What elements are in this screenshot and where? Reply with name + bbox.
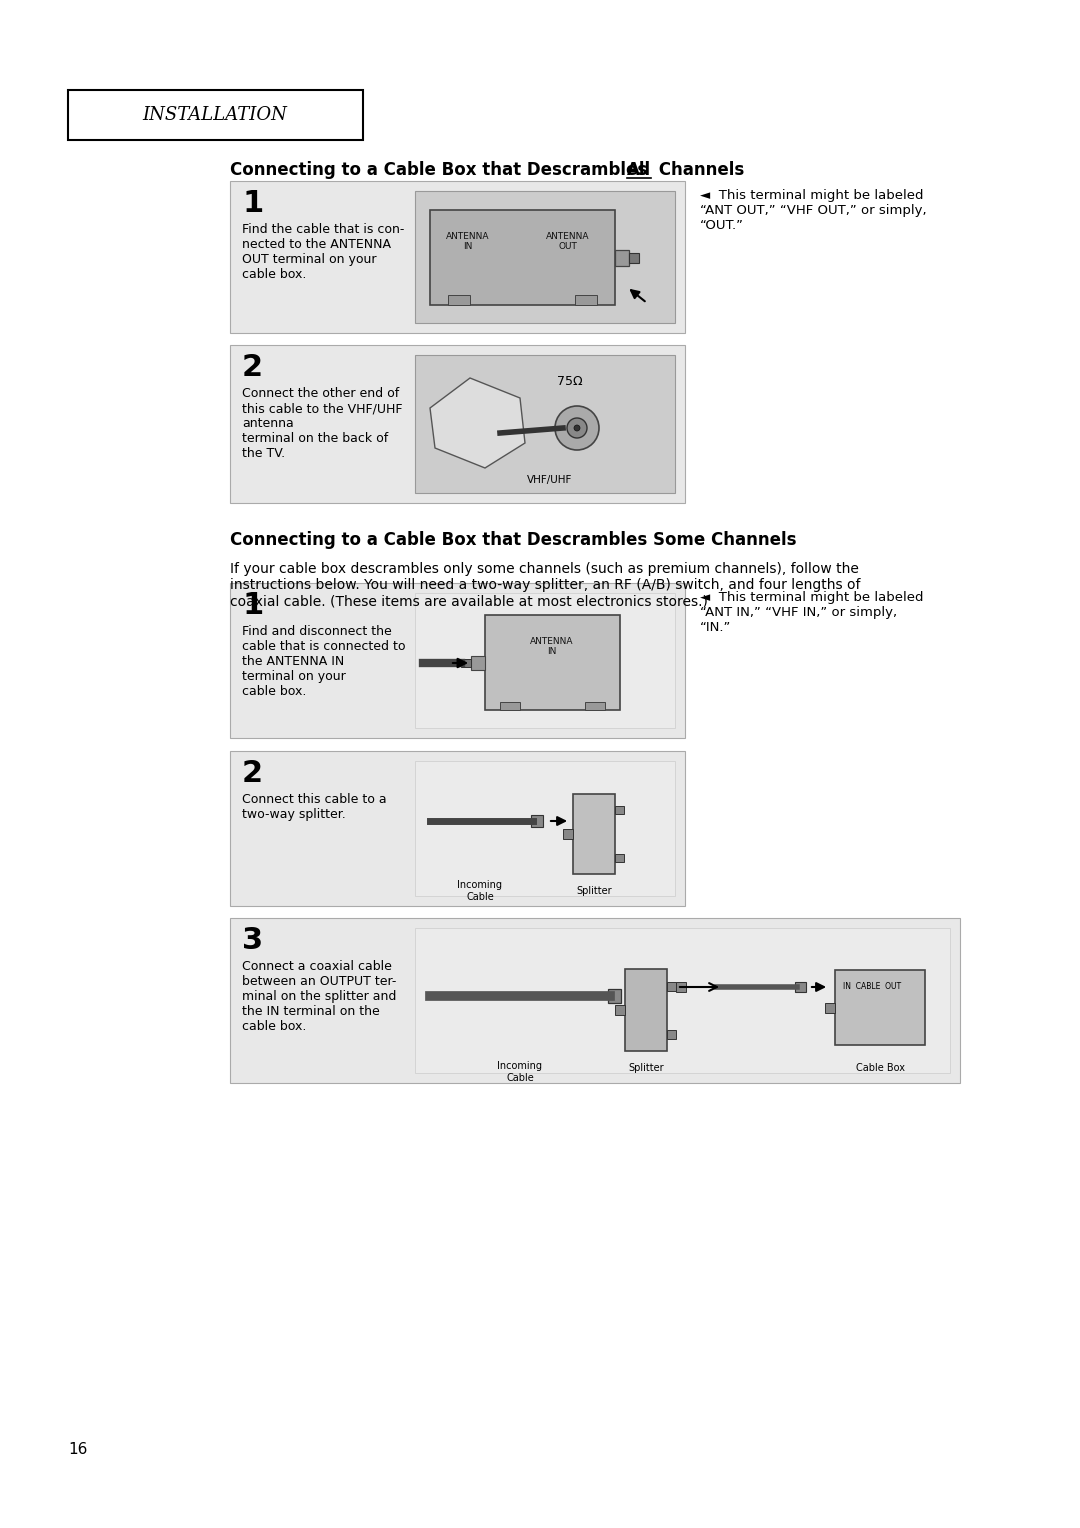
Text: If your cable box descrambles only some channels (such as premium channels), fol: If your cable box descrambles only some … xyxy=(230,562,861,608)
Text: 2: 2 xyxy=(242,353,264,382)
Bar xyxy=(615,1005,625,1015)
Text: Channels: Channels xyxy=(653,160,744,179)
Bar xyxy=(430,209,615,306)
Bar xyxy=(415,593,675,727)
Bar xyxy=(667,1030,676,1039)
Bar xyxy=(230,345,685,503)
Bar xyxy=(795,983,806,992)
Bar xyxy=(615,251,629,266)
Text: ◄  This terminal might be labeled
“ANT IN,” “VHF IN,” or simply,
“IN.”: ◄ This terminal might be labeled “ANT IN… xyxy=(700,591,923,634)
Bar xyxy=(585,701,605,711)
Bar xyxy=(415,927,950,1073)
Text: Splitter: Splitter xyxy=(629,1063,664,1073)
Bar xyxy=(575,295,597,306)
Bar xyxy=(461,659,471,668)
Text: All: All xyxy=(627,160,651,179)
Text: Incoming
Cable: Incoming Cable xyxy=(458,880,502,902)
Text: Splitter: Splitter xyxy=(577,886,611,895)
Circle shape xyxy=(555,406,599,451)
Bar xyxy=(230,180,685,333)
Text: Connect the other end of
this cable to the VHF/UHF
antenna
terminal on the back : Connect the other end of this cable to t… xyxy=(242,387,403,460)
Text: IN  CABLE  OUT: IN CABLE OUT xyxy=(843,983,901,992)
Circle shape xyxy=(567,419,588,439)
Bar xyxy=(615,805,624,814)
Text: 1: 1 xyxy=(242,189,264,219)
Bar xyxy=(230,918,960,1083)
Text: 3: 3 xyxy=(242,926,264,955)
Bar xyxy=(471,656,485,669)
Text: ANTENNA
OUT: ANTENNA OUT xyxy=(546,232,590,252)
Text: Cable Box: Cable Box xyxy=(855,1063,905,1073)
Text: Connecting to a Cable Box that Descrambles: Connecting to a Cable Box that Descrambl… xyxy=(230,160,653,179)
Text: Connecting to a Cable Box that Descrambles Some Channels: Connecting to a Cable Box that Descrambl… xyxy=(230,532,797,549)
Bar xyxy=(230,584,685,738)
Bar xyxy=(629,254,639,263)
Text: ◄  This terminal might be labeled
“ANT OUT,” “VHF OUT,” or simply,
“OUT.”: ◄ This terminal might be labeled “ANT OU… xyxy=(700,189,927,232)
Bar xyxy=(448,295,470,306)
Text: Find the cable that is con-
nected to the ANTENNA
OUT terminal on your
cable box: Find the cable that is con- nected to th… xyxy=(242,223,404,281)
Text: Incoming
Cable: Incoming Cable xyxy=(498,1060,542,1083)
Bar xyxy=(68,90,363,141)
Bar xyxy=(415,354,675,494)
Text: Find and disconnect the
cable that is connected to
the ANTENNA IN
terminal on yo: Find and disconnect the cable that is co… xyxy=(242,625,405,698)
Text: 16: 16 xyxy=(68,1442,87,1458)
Text: Connect this cable to a
two-way splitter.: Connect this cable to a two-way splitter… xyxy=(242,793,387,821)
Bar xyxy=(230,750,685,906)
Bar xyxy=(608,989,621,1002)
Circle shape xyxy=(573,425,580,431)
Bar xyxy=(415,191,675,322)
Bar xyxy=(573,795,615,874)
Bar xyxy=(563,830,573,839)
Text: Connect a coaxial cable
between an OUTPUT ter-
minal on the splitter and
the IN : Connect a coaxial cable between an OUTPU… xyxy=(242,960,396,1033)
Bar xyxy=(676,983,686,992)
Bar xyxy=(667,983,676,992)
Bar xyxy=(485,614,620,711)
Bar xyxy=(615,854,624,862)
Polygon shape xyxy=(430,377,525,468)
Text: 2: 2 xyxy=(242,759,264,788)
Bar xyxy=(531,814,543,827)
Text: 1: 1 xyxy=(242,591,264,620)
Bar xyxy=(625,969,667,1051)
Bar xyxy=(500,701,519,711)
Bar xyxy=(825,1002,835,1013)
Text: ANTENNA
IN: ANTENNA IN xyxy=(530,637,573,657)
Text: 75Ω: 75Ω xyxy=(557,374,583,388)
Text: INSTALLATION: INSTALLATION xyxy=(143,105,287,124)
Text: VHF/UHF: VHF/UHF xyxy=(527,475,572,484)
Bar xyxy=(835,970,924,1045)
Bar xyxy=(415,761,675,895)
Text: ANTENNA
IN: ANTENNA IN xyxy=(446,232,489,252)
